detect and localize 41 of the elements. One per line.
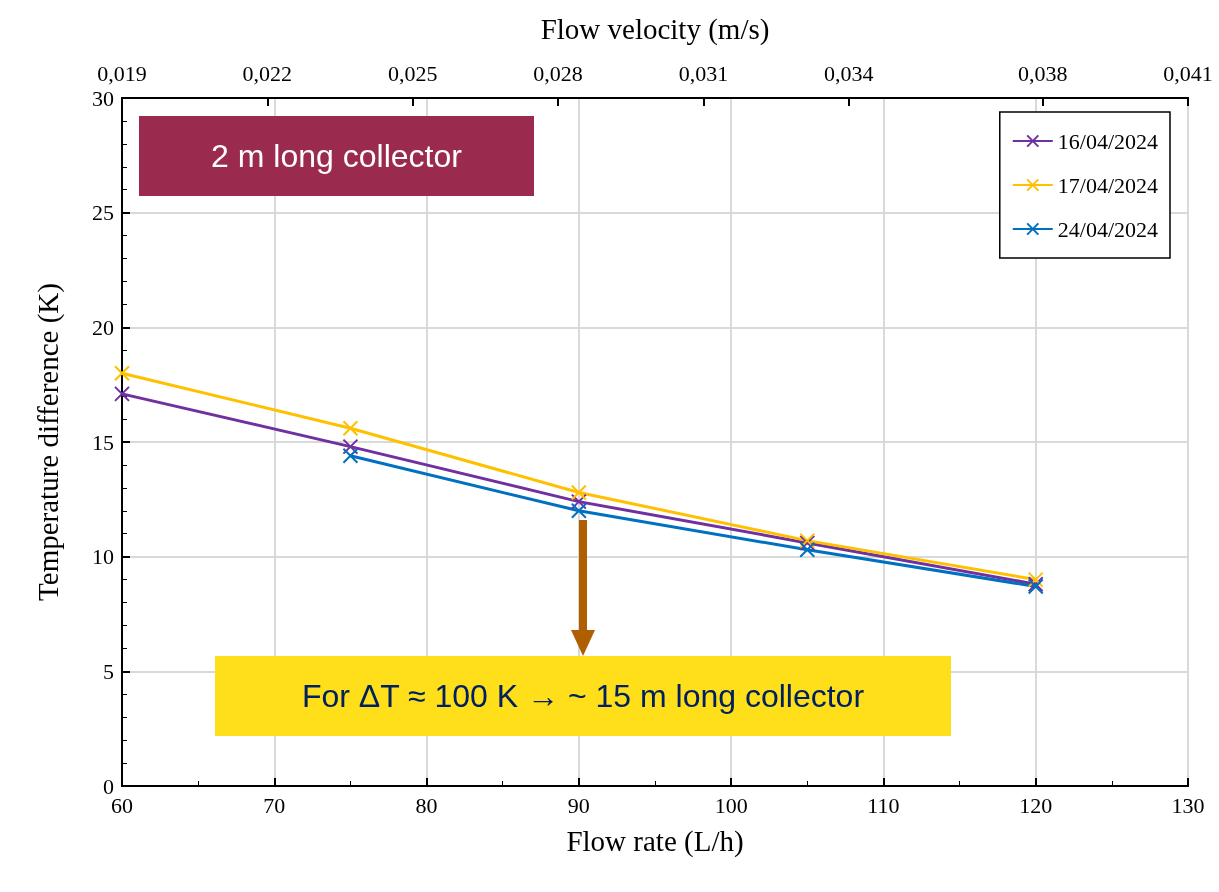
x-tick-label: 70 — [263, 792, 286, 818]
x2-tick-label: 0,031 — [678, 60, 729, 86]
y-axis-title: Temperature difference (K) — [31, 283, 65, 601]
caption-box: 2 m long collector — [139, 116, 534, 196]
legend-label: 24/04/2024 — [1057, 216, 1159, 242]
x2-tick-label: 0,025 — [387, 60, 438, 86]
x2-tick-label: 0,041 — [1163, 60, 1213, 86]
caption-box: For ΔT ≈ 100 K → ~ 15 m long collector — [215, 656, 951, 736]
y-tick-label: 5 — [103, 658, 114, 684]
point — [570, 493, 587, 510]
point — [114, 385, 130, 402]
legend-label: 16/04/2024 — [1057, 128, 1159, 154]
point — [799, 541, 816, 558]
x2-tick-label: 0,022 — [242, 60, 293, 86]
y-tick-label: 15 — [92, 429, 114, 455]
x-tick-label: 90 — [567, 792, 590, 818]
point — [570, 484, 587, 501]
point — [342, 438, 359, 455]
point — [1027, 571, 1044, 588]
x-tick-label: 130 — [1171, 792, 1205, 818]
x-tick-label: 110 — [867, 792, 900, 818]
point — [342, 447, 359, 464]
y-tick-label: 10 — [92, 544, 114, 570]
point — [570, 502, 587, 519]
x2-axis-title: Flow velocity (m/s) — [540, 12, 770, 46]
point — [114, 365, 130, 382]
x2-tick-label: 0,038 — [1017, 60, 1068, 86]
x-tick-label: 80 — [415, 792, 438, 818]
y-tick-label: 25 — [92, 200, 114, 226]
legend-label: 17/04/2024 — [1057, 172, 1159, 198]
x-tick-label: 100 — [714, 792, 748, 818]
y-tick-label: 30 — [92, 85, 114, 111]
x-axis-title: Flow rate (L/h) — [566, 824, 744, 858]
x2-tick-label: 0,019 — [97, 60, 147, 86]
y-tick-label: 0 — [103, 773, 114, 799]
x2-tick-label: 0,028 — [533, 60, 583, 86]
x-tick-label: 60 — [111, 792, 133, 818]
x2-tick-label: 0,034 — [824, 60, 874, 86]
y-tick-label: 20 — [92, 314, 114, 340]
point — [342, 420, 359, 437]
x-tick-label: 120 — [1019, 792, 1053, 818]
